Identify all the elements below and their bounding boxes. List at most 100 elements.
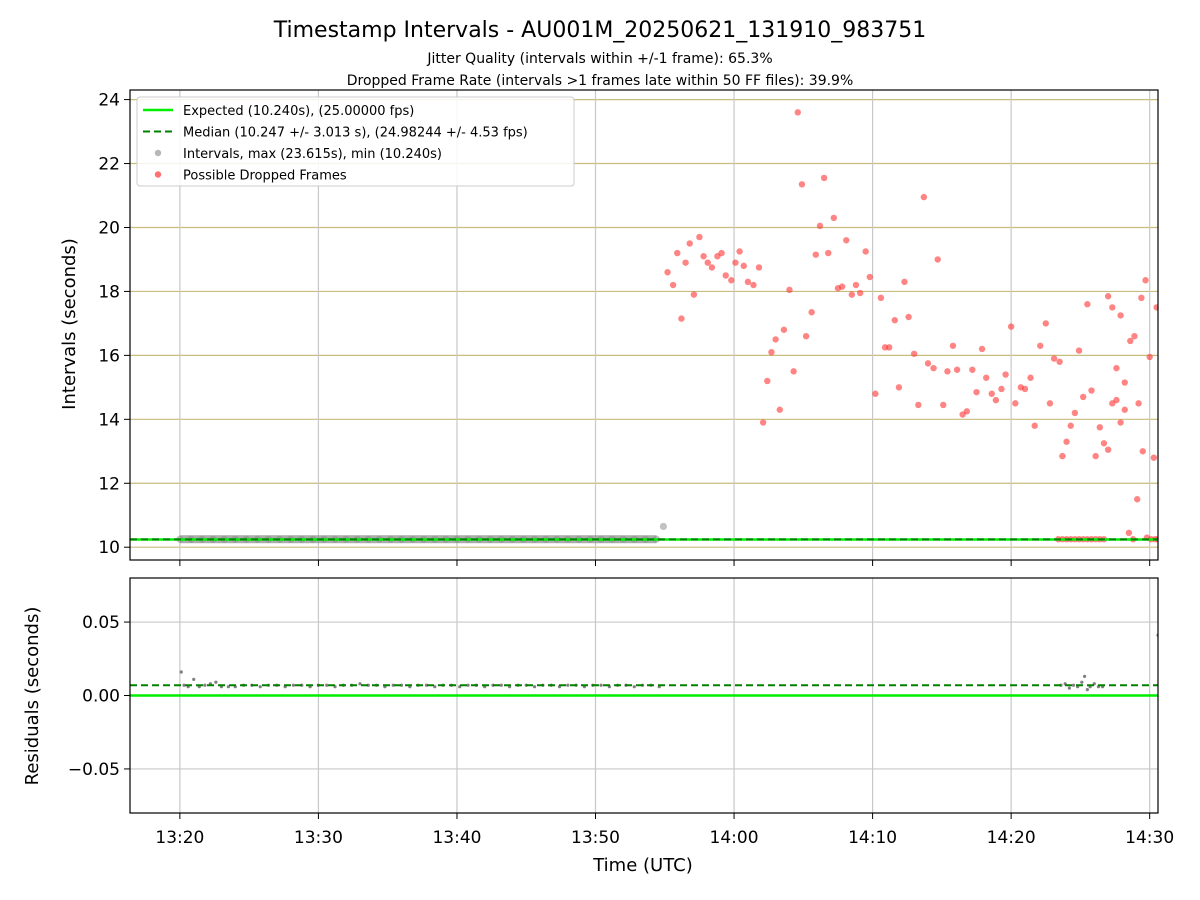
x-tick-label: 13:30 [294, 828, 343, 848]
dropped-frame-point [786, 286, 793, 294]
residual-point [182, 683, 186, 687]
dropped-frame-point [718, 249, 725, 257]
residual-point [599, 683, 603, 687]
y-tick-label: 18 [98, 282, 120, 302]
residual-point [192, 677, 196, 681]
dropped-frame-point [973, 388, 980, 396]
legend-label: Median (10.247 +/- 3.013 s), (24.98244 +… [183, 126, 528, 141]
dropped-frame-point [1088, 387, 1095, 394]
dropped-frame-point [772, 336, 779, 343]
legend-label: Possible Dropped Frames [183, 169, 347, 184]
dropped-frame-point [1056, 358, 1063, 365]
axes-frame [129, 577, 1159, 814]
intervals-panel: 10 12 14 16 18 20 22 24 [98, 89, 1159, 566]
dropped-frame-point [1096, 424, 1104, 431]
residual-point [1085, 688, 1089, 692]
residual-point [632, 685, 636, 689]
y-tick-label: 0.05 [82, 613, 120, 633]
dropped-frame-point [1075, 347, 1083, 354]
residual-point [179, 670, 183, 674]
dropped-frame-point [744, 278, 752, 286]
dropped-frame-point [856, 289, 864, 297]
dropped-frame-point [764, 377, 771, 385]
dropped-frame-point [944, 368, 951, 375]
dropped-frame-point [1027, 374, 1034, 381]
dropped-frame-point [678, 315, 685, 322]
y-tick-label: 16 [98, 346, 120, 366]
dropped-frame-point [780, 326, 788, 333]
dropped-frame-point [1007, 323, 1015, 330]
dropped-frame-point [1109, 304, 1116, 311]
dropped-frame-point [664, 269, 671, 276]
dropped-frame-point [1135, 400, 1142, 407]
dropped-frame-point [1153, 304, 1158, 311]
dropped-frame-point [816, 222, 824, 230]
dropped-frame-point [768, 348, 775, 356]
dropped-frame-point [825, 249, 832, 257]
dropped-frame-point [949, 342, 957, 349]
x-tick-label: 14:30 [1125, 828, 1174, 848]
x-tick-label: 14:20 [987, 828, 1036, 848]
dropped-frame-point [872, 390, 879, 397]
chart-title: Timestamp Intervals - AU001M_20250621_13… [273, 18, 927, 43]
dropped-frame-point [1142, 277, 1149, 284]
dropped-frame-point [920, 193, 928, 201]
dropped-frame-point [1050, 355, 1058, 362]
dropped-frame-point [992, 396, 1000, 404]
x-tick-label: 13:50 [571, 828, 620, 848]
dropped-frame-point [886, 344, 893, 351]
y-tick-label: 20 [98, 218, 120, 238]
dropped-frame-point [669, 281, 677, 289]
legend-label: Expected (10.240s), (25.00000 fps) [183, 104, 414, 119]
y-tick-label: 12 [98, 474, 120, 494]
dropped-frame-point [934, 256, 941, 263]
x-tick-label: 13:20 [155, 828, 204, 848]
dropped-frame-point [1012, 400, 1019, 407]
residual-point [325, 683, 329, 687]
residual-point [499, 683, 503, 687]
residual-point [291, 683, 296, 687]
plot-area [130, 109, 1158, 544]
dropped-frame-point [1046, 400, 1054, 407]
y-axis-title-intervals: Intervals (seconds) [59, 238, 80, 410]
dropped-frame-point [682, 259, 689, 266]
residual-point [1067, 686, 1071, 690]
y-axis-title-residuals: Residuals (seconds) [22, 607, 43, 786]
dropped-frame-point [969, 366, 976, 373]
dropped-frame-point [862, 248, 869, 255]
legend-swatch [154, 171, 162, 178]
residual-point [1082, 674, 1087, 679]
residuals-panel: −0.05 0.00 0.05 13:20 13:30 13:40 13:50 14:00 14… [68, 577, 1174, 848]
dropped-frame-point [1117, 312, 1124, 319]
dropped-frame-point [940, 401, 947, 409]
axes-frame [129, 89, 1159, 561]
dropped-frame-point [843, 237, 850, 244]
dropped-frame-point [732, 259, 739, 266]
legend-swatch [154, 149, 162, 157]
dropped-frame-point [722, 272, 729, 279]
dropped-frame-point [866, 273, 874, 281]
residual-point [532, 685, 537, 689]
residual-point [214, 680, 218, 684]
y-tick-label: 10 [98, 538, 120, 558]
plot-area [130, 633, 1158, 697]
dropped-frame-point [1125, 529, 1133, 537]
dropped-frame-point [891, 317, 898, 324]
dropped-frame-point [790, 368, 797, 375]
dropped-frame-point [963, 408, 971, 415]
y-tick-label: 0.00 [82, 687, 120, 707]
dropped-frame-point [759, 419, 767, 426]
dropped-frame-point [1117, 419, 1124, 426]
dropped-frame-point [808, 309, 815, 316]
dropped-frame-point [1113, 396, 1120, 404]
dropped-frame-point [1121, 379, 1128, 386]
dropped-frame-point [1031, 422, 1038, 429]
residual-point [1080, 680, 1084, 684]
y-tick-label: 24 [98, 91, 120, 111]
x-tick-label: 14:00 [710, 828, 759, 848]
residual-point [466, 683, 470, 687]
dropped-frame-point [700, 253, 707, 260]
dropped-frame-point [820, 174, 828, 182]
dropped-frame-point [978, 345, 986, 353]
dropped-frame-point [1063, 438, 1070, 445]
